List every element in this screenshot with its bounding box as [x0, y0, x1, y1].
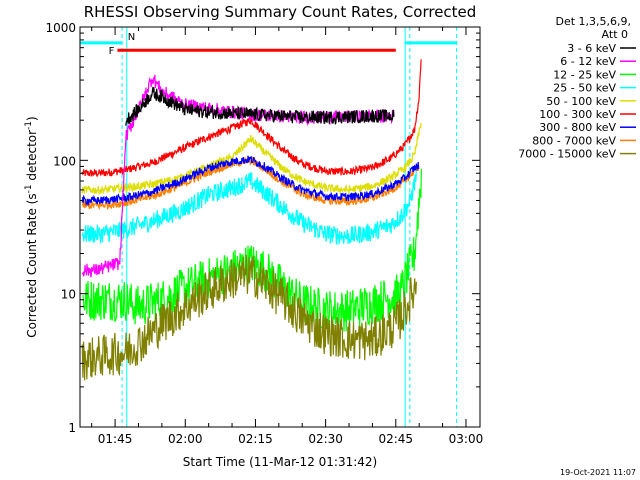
series-line-5 — [81, 59, 422, 177]
plot-frame — [79, 26, 481, 428]
legend-title-line-2: Att 0 — [602, 28, 628, 41]
chart-title: RHESSI Observing Summary Count Rates, Co… — [84, 3, 477, 21]
x-tick-label: 01:45 — [98, 432, 133, 446]
series-line-4 — [81, 122, 422, 195]
y-tick-label: 1 — [68, 421, 76, 435]
legend-label: 12 - 25 keV — [553, 68, 616, 81]
x-tick-label: 02:00 — [168, 432, 203, 446]
legend-label: 50 - 100 keV — [546, 95, 616, 108]
legend-label: 100 - 300 keV — [539, 108, 616, 121]
y-tick-label: 10 — [61, 288, 76, 302]
legend-label: 7000 - 15000 keV — [518, 148, 616, 161]
x-tick-label: 02:30 — [308, 432, 343, 446]
legend-title-line-1: Det 1,3,5,6,9, — [555, 15, 631, 28]
x-axis-ticks: 01:45 02:00 02:15 02:30 02:45 03:00 — [91, 27, 484, 446]
legend-label: 6 - 12 keV — [560, 55, 616, 68]
y-tick-label: 100 — [53, 154, 76, 168]
y-axis-ticks: 1 10 100 1000 — [45, 21, 480, 435]
series-line-3 — [81, 166, 417, 246]
x-axis-label: Start Time (11-Mar-12 01:31:42) — [183, 455, 377, 469]
x-tick-label: 02:45 — [378, 432, 413, 446]
legend-label: 300 - 800 keV — [539, 121, 616, 134]
series-line-6 — [81, 155, 420, 207]
flag-n-label: N — [128, 32, 135, 43]
timestamp: 19-Oct-2021 11:07 — [560, 468, 636, 477]
y-axis-label: Corrected Count Rate (s-1 detector-1) — [24, 116, 39, 337]
legend-label: 25 - 50 keV — [553, 82, 616, 95]
legend-label: 800 - 7000 keV — [532, 134, 616, 147]
x-tick-label: 02:15 — [238, 432, 273, 446]
flags: FN — [109, 32, 396, 57]
y-tick-label: 1000 — [45, 21, 76, 35]
flag-f-label: F — [109, 46, 115, 57]
legend-label: 3 - 6 keV — [567, 42, 616, 55]
series-layer — [81, 59, 422, 381]
series-line-0 — [125, 86, 395, 126]
x-tick-label: 03:00 — [449, 432, 484, 446]
series-line-8 — [81, 254, 417, 381]
series-line-1 — [81, 74, 395, 278]
